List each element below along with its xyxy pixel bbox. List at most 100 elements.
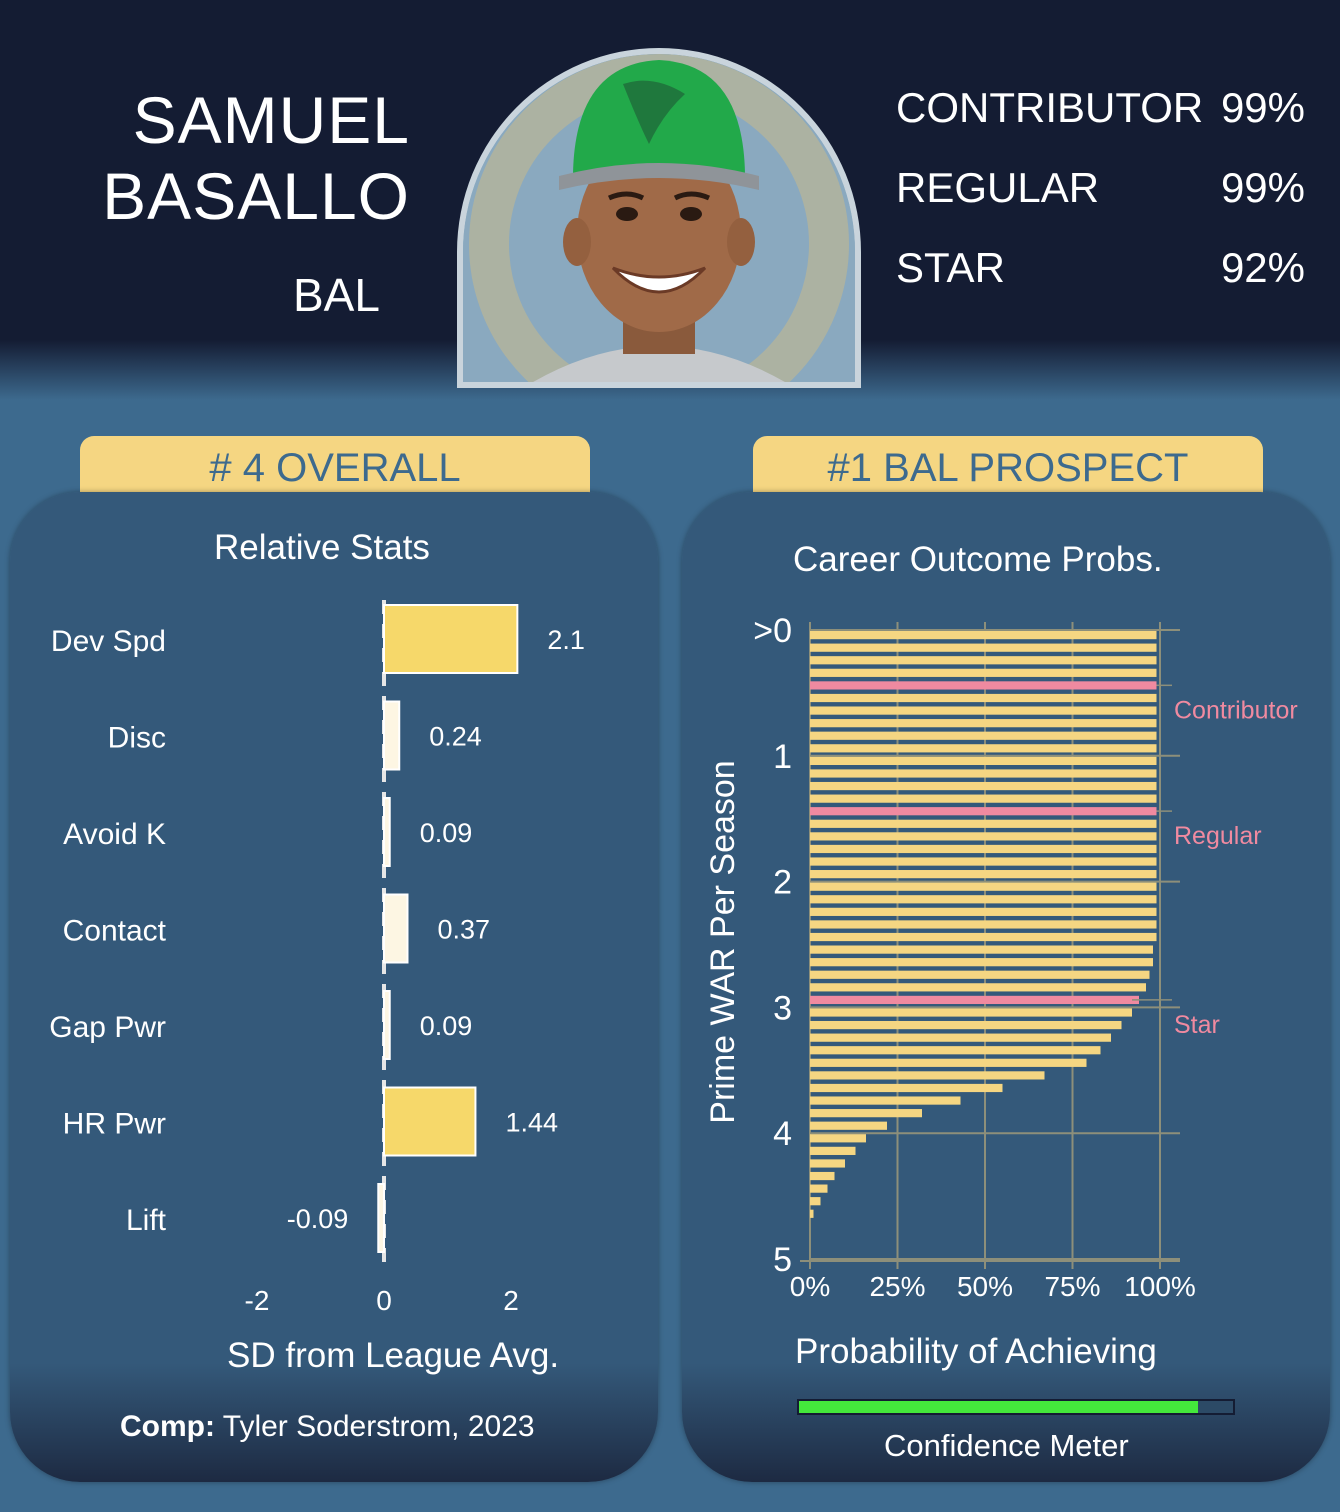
probability-bar <box>810 932 1157 942</box>
stat-value-label: 0.24 <box>429 722 482 752</box>
probability-bar <box>810 1184 828 1193</box>
probability-bar <box>810 719 1157 728</box>
probability-bar <box>810 819 1157 828</box>
player-photo <box>457 48 861 388</box>
comp-player: Comp: Tyler Soderstrom, 2023 <box>120 1410 535 1444</box>
stat-bar <box>383 990 391 1060</box>
reference-bar <box>810 681 1157 690</box>
x-tick-label: 25% <box>869 1271 925 1302</box>
probability-bar <box>810 1146 856 1155</box>
stat-value-label: 0.37 <box>437 915 490 945</box>
probability-bar <box>810 970 1150 979</box>
reference-label-star: Star <box>1174 1011 1220 1039</box>
probability-bar <box>810 945 1153 954</box>
probability-bar <box>810 744 1157 753</box>
y-tick-label: >0 <box>753 612 792 650</box>
probability-bar <box>810 794 1157 803</box>
stat-label-dev-spd: Dev Spd <box>51 625 166 658</box>
probability-bar <box>810 756 1157 765</box>
confidence-meter <box>797 1399 1235 1415</box>
probability-bar <box>810 1096 961 1105</box>
probability-bar <box>810 706 1157 715</box>
x-tick-label: 2 <box>503 1285 519 1316</box>
probability-bar <box>810 1209 814 1218</box>
outcome-value-star: 92% <box>1220 244 1305 291</box>
overall-rank-label: # 4 OVERALL <box>209 445 461 490</box>
probability-bar <box>810 1109 922 1118</box>
x-tick-label: 0 <box>376 1285 392 1316</box>
stat-label-contact: Contact <box>63 915 167 948</box>
outcome-value-contributor: 99% <box>1220 84 1305 131</box>
probability-bar <box>810 668 1157 677</box>
career-outcome-xlabel: Probability of Achieving <box>795 1332 1157 1371</box>
probability-bar <box>810 1033 1111 1042</box>
stat-bar <box>383 700 401 771</box>
stat-bar <box>383 604 519 674</box>
tab-overall-rank: # 4 OVERALL <box>80 436 590 500</box>
probability-bar <box>810 857 1157 866</box>
y-tick-label: 4 <box>773 1115 792 1153</box>
stat-label-gap-pwr: Gap Pwr <box>49 1011 166 1044</box>
relative-stats-panel <box>10 492 658 1482</box>
stat-value-label: 2.1 <box>547 625 585 655</box>
probability-bar <box>810 882 1157 891</box>
probability-bar <box>810 1071 1045 1080</box>
probability-bar <box>810 1083 1003 1093</box>
y-tick-label: 1 <box>773 738 792 776</box>
outcome-label-star: STAR <box>896 244 1005 291</box>
stat-bar <box>383 797 391 867</box>
outcome-value-regular: 99% <box>1220 164 1305 211</box>
x-tick-label: 0% <box>790 1271 830 1302</box>
team-rank-label: #1 BAL PROSPECT <box>827 445 1189 490</box>
player-first-name: SAMUEL <box>132 83 410 157</box>
reference-label-regular: Regular <box>1174 822 1262 850</box>
stat-value-label: 0.09 <box>420 818 473 848</box>
probability-bar <box>810 844 1157 854</box>
reference-label-contributor: Contributor <box>1174 696 1298 724</box>
confidence-meter-label: Confidence Meter <box>884 1428 1129 1463</box>
probability-bar <box>810 656 1157 665</box>
probability-bar <box>810 870 1157 879</box>
probability-bar <box>810 983 1146 992</box>
stat-value-label: 0.09 <box>420 1011 473 1041</box>
probability-bar <box>810 631 1157 640</box>
x-tick-label: 50% <box>957 1271 1013 1302</box>
probability-bar <box>810 693 1157 703</box>
reference-bar <box>810 995 1139 1005</box>
stat-label-avoid-k: Avoid K <box>63 818 166 851</box>
relative-stats-title: Relative Stats <box>214 528 430 567</box>
relative-stats-xlabel: SD from League Avg. <box>227 1336 560 1375</box>
probability-bar <box>810 1134 866 1143</box>
probability-bar <box>810 907 1157 916</box>
probability-bar <box>810 920 1157 929</box>
probability-bar <box>810 1046 1101 1055</box>
probability-bar <box>810 832 1157 841</box>
tab-team-rank: #1 BAL PROSPECT <box>753 436 1263 500</box>
outcome-label-regular: REGULAR <box>896 164 1100 211</box>
x-tick-label: 100% <box>1124 1271 1196 1302</box>
stat-value-label: -0.09 <box>287 1204 349 1234</box>
probability-bar <box>810 643 1157 652</box>
probability-bar <box>810 1159 845 1168</box>
comp-label: Comp: <box>120 1410 215 1443</box>
player-portrait-icon <box>463 54 855 382</box>
probability-bar <box>810 1121 887 1130</box>
stat-bar <box>383 1086 477 1157</box>
outcome-label-contributor: CONTRIBUTOR <box>896 84 1204 131</box>
y-tick-label: 5 <box>773 1241 792 1279</box>
y-tick-label: 2 <box>773 864 792 902</box>
probability-bar <box>810 769 1157 778</box>
x-tick-label: 75% <box>1044 1271 1100 1302</box>
stat-label-lift: Lift <box>126 1204 167 1237</box>
probability-bar <box>810 1020 1122 1030</box>
player-last-name: BASALLO <box>102 159 410 233</box>
career-outcome-ylabel: Prime WAR Per Season <box>704 760 742 1123</box>
reference-bar <box>810 807 1157 816</box>
stat-label-hr-pwr: HR Pwr <box>63 1108 166 1141</box>
probability-bar <box>810 958 1153 967</box>
confidence-meter-fill <box>799 1401 1199 1413</box>
stat-value-label: 1.44 <box>505 1108 558 1138</box>
player-team: BAL <box>293 269 380 321</box>
